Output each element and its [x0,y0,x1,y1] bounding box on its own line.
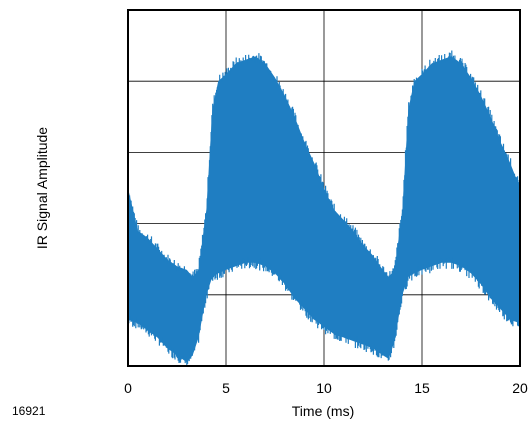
x-axis-label: Time (ms) [292,403,354,419]
y-axis-label: IR Signal Amplitude [34,127,50,249]
x-tick-label: 20 [512,380,528,396]
x-tick-label: 10 [316,380,332,396]
figure-id: 16921 [12,404,46,418]
x-tick-label: 15 [414,380,430,396]
plot-frame [127,9,521,367]
x-tick-label: 0 [124,380,132,396]
x-tick-labels: 0 5 10 15 20 [124,380,528,396]
x-tick-label: 5 [222,380,230,396]
